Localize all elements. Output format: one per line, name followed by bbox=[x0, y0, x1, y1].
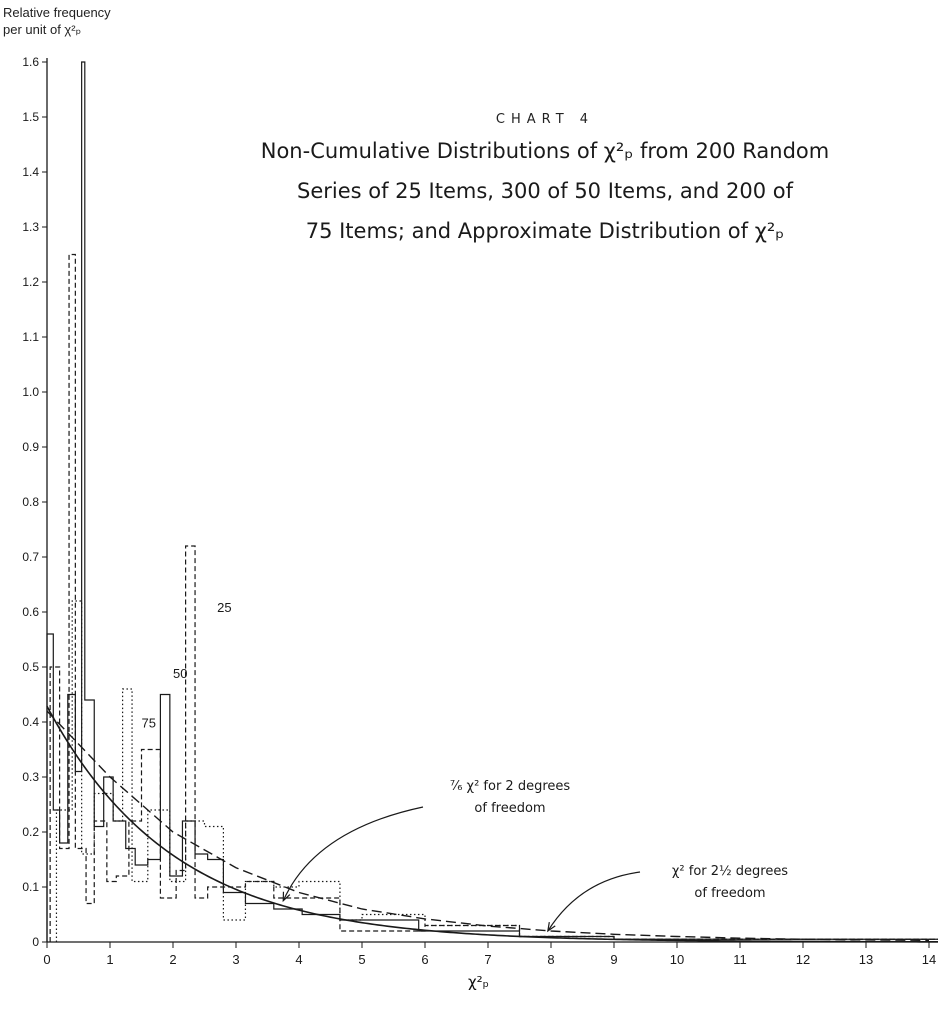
y-tick-label: 0.3 bbox=[22, 770, 39, 784]
x-tick-label: 11 bbox=[733, 952, 747, 967]
y-tick-label: 0.1 bbox=[22, 880, 39, 894]
x-tick-label: 4 bbox=[295, 952, 302, 967]
y-tick-label: 1.0 bbox=[22, 385, 39, 399]
y-tick-label: 1.1 bbox=[22, 330, 39, 344]
y-tick-label: 0.4 bbox=[22, 715, 39, 729]
x-tick-label: 10 bbox=[670, 952, 684, 967]
annotation-2-5-dof-line-2: of freedom bbox=[694, 886, 766, 901]
y-tick-label: 0.5 bbox=[22, 660, 39, 674]
x-tick-label: 9 bbox=[610, 952, 617, 967]
y-tick-label: 0.2 bbox=[22, 825, 39, 839]
y-tick-label: 0.8 bbox=[22, 495, 39, 509]
x-tick-label: 13 bbox=[859, 952, 873, 967]
x-tick-label: 6 bbox=[421, 952, 428, 967]
annotation-arrow-2-5-dof bbox=[547, 871, 641, 932]
x-tick-label: 3 bbox=[232, 952, 239, 967]
curve-2-5-dof bbox=[46, 710, 930, 942]
chart-title-line-2: Series of 25 Items, 300 of 50 Items, and… bbox=[296, 179, 793, 203]
chart-number: CHART 4 bbox=[495, 112, 595, 127]
annotation-arrow-2-dof bbox=[282, 806, 424, 901]
y-tick-label: 1.2 bbox=[22, 275, 39, 289]
x-axis-title: χ²ₚ bbox=[468, 973, 490, 991]
y-tick-label: 0.6 bbox=[22, 605, 39, 619]
chart-title-block: CHART 4 Non-Cumulative Distributions of … bbox=[180, 112, 910, 251]
series-label-50: 50 bbox=[173, 666, 187, 681]
y-axis-title-line-2: per unit of χ²ₚ bbox=[3, 22, 82, 37]
y-axis-title-line-1: Relative frequency bbox=[3, 5, 111, 20]
y-tick-label: 0.9 bbox=[22, 440, 39, 454]
x-tick-label: 2 bbox=[169, 952, 176, 967]
histogram-series-25 bbox=[49, 253, 938, 942]
y-tick-label: 1.5 bbox=[22, 110, 39, 124]
y-axis-title: Relative frequency per unit of χ²ₚ bbox=[3, 4, 111, 38]
annotation-2-dof-line-2: of freedom bbox=[474, 801, 546, 816]
annotation-2-5-dof: χ² for 2½ degrees of freedom bbox=[650, 861, 810, 905]
annotation-arrow-2-5-dof-head bbox=[547, 922, 556, 933]
x-tick-label: 7 bbox=[484, 952, 491, 967]
chart-title-line-1: Non-Cumulative Distributions of χ²ₚ from… bbox=[260, 139, 830, 163]
y-tick-label: 0 bbox=[32, 935, 39, 949]
y-tick-label: 0.7 bbox=[22, 550, 39, 564]
annotation-2-5-dof-line-1: χ² for 2½ degrees bbox=[671, 864, 789, 879]
histogram-series-75 bbox=[55, 600, 938, 942]
y-tick-label: 1.6 bbox=[22, 55, 39, 69]
annotation-2-dof-line-1: ⁷⁄₆ χ² for 2 degrees bbox=[449, 779, 571, 794]
series-label-75: 75 bbox=[142, 716, 156, 731]
curve-2-dof bbox=[46, 705, 938, 943]
annotation-arrow-2-dof-head bbox=[282, 891, 291, 903]
x-tick-label: 12 bbox=[796, 952, 810, 967]
chart-title-line-3: 75 Items; and Approximate Distribution o… bbox=[305, 219, 785, 243]
x-tick-label: 14 bbox=[922, 952, 936, 967]
y-tick-label: 1.4 bbox=[22, 165, 39, 179]
x-tick-label: 8 bbox=[547, 952, 554, 967]
x-tick-label: 5 bbox=[358, 952, 365, 967]
x-tick-label: 0 bbox=[43, 952, 50, 967]
x-tick-label: 1 bbox=[106, 952, 113, 967]
series-label-25: 25 bbox=[217, 600, 231, 615]
annotation-2-dof: ⁷⁄₆ χ² for 2 degrees of freedom bbox=[415, 776, 605, 820]
y-tick-label: 1.3 bbox=[22, 220, 39, 234]
